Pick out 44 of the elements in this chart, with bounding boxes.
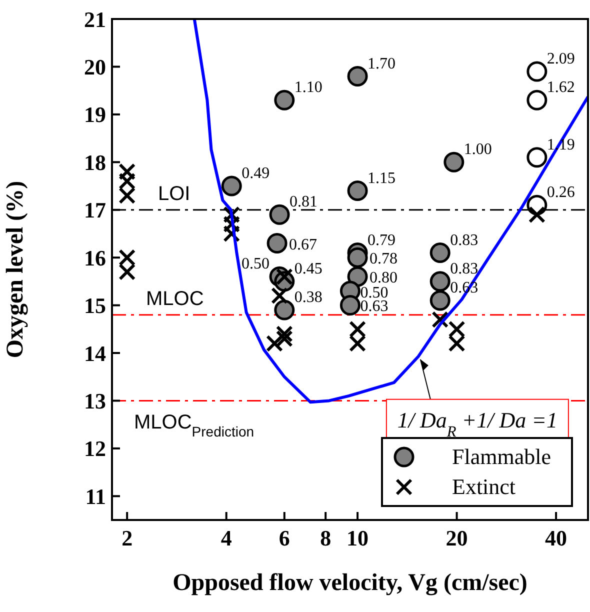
annotation: 1.62 xyxy=(546,79,575,96)
ref-line-label: MLOC$_{Prediction}$ xyxy=(134,412,254,440)
annotation: 0.78 xyxy=(370,250,398,268)
y-tick-label: 12 xyxy=(84,436,106,462)
annotation: 0.67 xyxy=(289,236,318,254)
y-tick-label: 17 xyxy=(84,198,106,223)
annotation: 0.45 xyxy=(294,260,322,278)
y-axis-title: Oxygen level (%) xyxy=(2,180,29,358)
x-tick-label: 2 xyxy=(122,526,133,551)
y-tick-label: 13 xyxy=(84,388,106,414)
annotation: 0.26 xyxy=(546,184,575,202)
x-tick-label: 8 xyxy=(320,526,332,551)
annotation: 0.83 xyxy=(450,260,478,278)
y-tick-label: 18 xyxy=(84,150,106,175)
y-tick-label: 14 xyxy=(84,340,106,366)
annotation: 1.15 xyxy=(368,170,396,187)
y-tick-label: 19 xyxy=(84,102,106,128)
y-tick-label: 11 xyxy=(85,484,106,509)
x-tick-label: 40 xyxy=(545,526,568,551)
annotation: 2.09 xyxy=(546,50,575,68)
legend-label: Extinct xyxy=(452,474,516,499)
y-tick-label: 20 xyxy=(84,54,106,80)
x-axis-title: Opposed flow velocity, Vg (cm/sec) xyxy=(172,570,528,596)
legend-label: Flammable xyxy=(452,444,551,469)
y-tick-label: 16 xyxy=(84,245,106,270)
annotation: 0.38 xyxy=(294,289,322,306)
x-tick-label: 4 xyxy=(220,526,232,551)
annotation: 0.81 xyxy=(290,194,318,211)
ref-line-label: MLOC xyxy=(146,288,204,310)
x-tick-label: 6 xyxy=(278,526,290,551)
y-tick-label: 21 xyxy=(84,6,106,32)
annotation: 1.00 xyxy=(464,141,492,158)
annotation: 0.49 xyxy=(242,165,270,182)
x-tick-label: 20 xyxy=(446,526,468,551)
ref-line-label: LOI xyxy=(158,182,190,205)
annotation: 0.83 xyxy=(450,232,478,249)
x-tick-label: 10 xyxy=(346,526,369,551)
annotation: 1/ Da$_{R}$ +1/ Da =1 xyxy=(397,407,558,440)
annotation: 0.79 xyxy=(368,232,396,249)
annotation: 1.10 xyxy=(294,79,322,96)
annotation: 0.80 xyxy=(370,270,398,287)
annotation: 1.70 xyxy=(368,55,396,72)
annotation: 0.50 xyxy=(242,256,270,273)
y-tick-label: 15 xyxy=(84,293,106,318)
